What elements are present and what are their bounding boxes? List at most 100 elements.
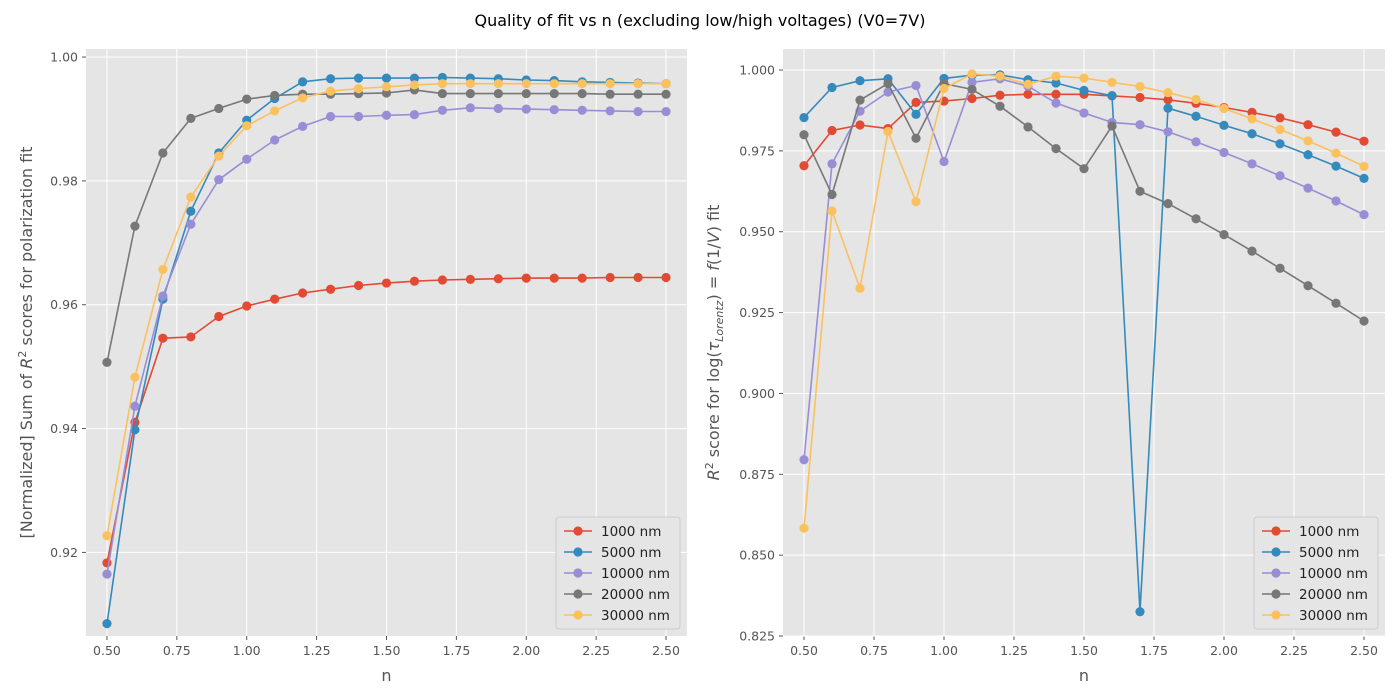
data-point (242, 154, 252, 164)
data-point (1163, 103, 1173, 113)
data-point (353, 111, 364, 122)
data-point (465, 79, 475, 89)
x-tick-label: 1.00 (930, 643, 958, 658)
legend-label: 1000 nm (601, 524, 661, 540)
data-point (493, 79, 503, 89)
data-point (661, 272, 671, 283)
data-point (1219, 147, 1229, 158)
data-point (1107, 90, 1117, 101)
y-axis-label-part: f (704, 263, 723, 271)
data-point (967, 69, 977, 79)
data-point (1023, 79, 1033, 89)
x-tick-label: 2.25 (1280, 643, 1308, 658)
data-point (437, 105, 448, 115)
data-point (298, 77, 308, 87)
legend-marker (573, 547, 583, 557)
data-point (967, 93, 977, 104)
y-axis-label-part: score for log( (704, 351, 723, 462)
legend-label: 10000 nm (601, 566, 670, 582)
data-point (1135, 186, 1145, 196)
data-point (661, 79, 671, 89)
data-point (214, 151, 224, 161)
y-tick-label: 0.94 (50, 421, 78, 436)
x-tick-label: 1.00 (233, 643, 261, 658)
data-point (1051, 78, 1061, 88)
x-tick-label: 1.25 (1000, 643, 1028, 658)
data-point (1163, 95, 1173, 105)
data-point (1079, 85, 1089, 95)
data-point (1219, 230, 1229, 240)
data-point (409, 80, 420, 90)
data-point (1359, 316, 1369, 326)
legend-label: 20000 nm (601, 587, 670, 603)
data-point (214, 311, 224, 322)
data-point (605, 272, 615, 283)
data-point (521, 104, 531, 114)
data-point (409, 73, 420, 83)
data-point (130, 425, 140, 435)
data-point (1163, 88, 1173, 98)
data-point (409, 110, 420, 120)
data-point (381, 110, 392, 120)
y-axis-label-part: ) fit (704, 205, 723, 233)
x-axis-label: n (1079, 666, 1089, 685)
data-point (1331, 161, 1341, 171)
data-point (353, 280, 364, 291)
data-point (1303, 183, 1313, 193)
data-point (799, 130, 809, 140)
data-point (577, 273, 587, 283)
data-point (186, 113, 196, 123)
x-tick-label: 0.75 (163, 643, 191, 658)
data-point (1051, 89, 1061, 99)
data-point (1051, 98, 1061, 108)
data-point (799, 523, 809, 533)
data-point (437, 275, 448, 285)
data-point (633, 79, 643, 89)
y-axis-label-part: ) = (704, 271, 723, 301)
data-point (158, 148, 168, 158)
data-point (493, 103, 503, 114)
data-point (437, 88, 448, 99)
legend-marker (1271, 526, 1281, 536)
data-point (827, 82, 837, 93)
legend-label: 30000 nm (1299, 608, 1368, 624)
data-point (549, 79, 559, 89)
data-point (939, 83, 949, 94)
data-point (799, 112, 809, 123)
data-point (298, 288, 308, 298)
data-point (102, 531, 112, 541)
data-point (995, 101, 1005, 111)
data-point (995, 71, 1005, 81)
data-point (827, 206, 837, 216)
data-point (381, 73, 392, 83)
data-point (325, 74, 336, 84)
data-point (186, 219, 196, 229)
data-point (605, 79, 615, 89)
data-point (1107, 121, 1117, 131)
x-tick-label: 2.25 (582, 643, 610, 658)
x-tick-label: 0.50 (93, 643, 121, 658)
data-point (102, 569, 112, 579)
data-point (1331, 127, 1341, 137)
data-point (1247, 246, 1257, 256)
data-point (242, 121, 252, 131)
x-axis-label: n (381, 666, 391, 685)
data-point (325, 111, 336, 122)
data-point (1303, 120, 1313, 130)
data-point (1247, 107, 1257, 117)
y-axis-label: [Normalized] Sum of R2 scores for polari… (16, 147, 36, 539)
data-point (883, 79, 893, 89)
figure-title: Quality of fit vs n (excluding low/high … (474, 11, 926, 30)
data-point (883, 126, 893, 137)
data-point (633, 106, 643, 117)
legend-marker (1271, 589, 1281, 599)
data-point (633, 89, 643, 99)
data-point (995, 90, 1005, 100)
x-tick-label: 2.50 (652, 643, 680, 658)
y-axis-label-part: scores for polarization fit (17, 147, 36, 351)
data-point (1359, 136, 1369, 146)
y-axis-label-part: 2 (703, 462, 716, 469)
y-tick-label: 0.925 (739, 305, 775, 320)
data-point (186, 192, 196, 202)
data-point (1275, 139, 1285, 149)
